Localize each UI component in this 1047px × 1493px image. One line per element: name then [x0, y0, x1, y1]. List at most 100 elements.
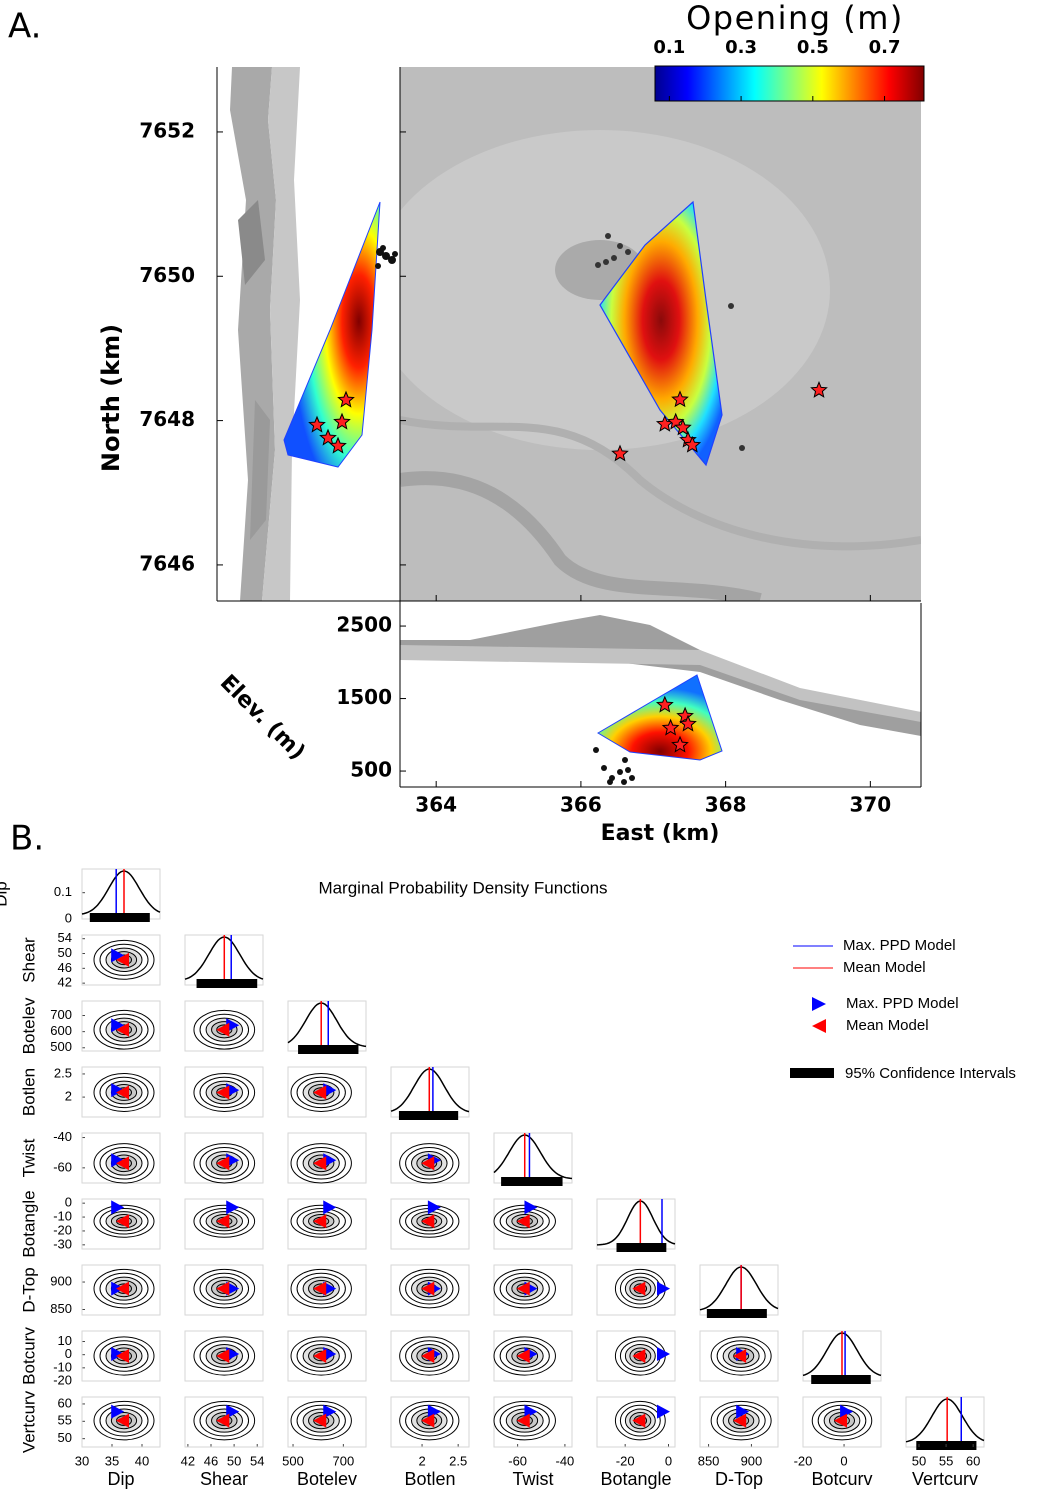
- cell-frame: [287, 1198, 367, 1250]
- cell-frame: [287, 1000, 367, 1052]
- x-tick-label: -20: [616, 1453, 635, 1468]
- max-ppd-marker: [736, 1404, 750, 1419]
- mean-marker: [216, 1085, 230, 1100]
- mean-marker: [313, 1281, 327, 1296]
- event-star: [671, 735, 689, 753]
- mean-marker: [216, 1156, 230, 1171]
- mean-marker: [516, 1349, 530, 1363]
- max-ppd-marker: [226, 1083, 240, 1098]
- legend-label: Max. PPD Model: [843, 937, 956, 954]
- contour: [296, 1147, 346, 1180]
- x-tick-label: 500: [282, 1453, 304, 1468]
- ci-bar: [89, 913, 150, 922]
- max-ppd-marker: [427, 1404, 441, 1419]
- y-tick-label: -20: [53, 1372, 72, 1387]
- max-ppd-marker: [111, 1200, 125, 1215]
- y-tick-label: 7650: [139, 263, 195, 287]
- cell-frame: [287, 1396, 367, 1448]
- contour: [193, 1336, 256, 1376]
- mean-marker: [516, 1281, 530, 1296]
- contour: [296, 1207, 346, 1235]
- legend-label: Mean Model: [843, 959, 926, 976]
- cell-frame: [81, 1264, 161, 1316]
- max-ppd-marker: [226, 1018, 240, 1033]
- column-label: D-Top: [715, 1469, 763, 1489]
- x-tick-label: -60: [508, 1453, 527, 1468]
- column-label: Vertcurv: [912, 1469, 978, 1489]
- mean-marker: [733, 1413, 747, 1428]
- event-star: [655, 695, 674, 713]
- x-tick-label: 366: [560, 793, 602, 817]
- mean-marker: [313, 1349, 327, 1363]
- contour: [405, 1147, 454, 1180]
- cell-frame: [184, 1396, 264, 1448]
- events-section: [655, 695, 697, 753]
- event-star: [661, 718, 680, 736]
- legend-label: 95% Confidence Intervals: [845, 1065, 1016, 1082]
- legend-bar: [790, 1068, 834, 1078]
- panel-label: B.: [10, 819, 44, 859]
- elev-tick-label: 2500: [336, 613, 392, 637]
- contour: [199, 1340, 250, 1372]
- x-tick-label: 60: [966, 1453, 980, 1468]
- max-ppd-marker: [657, 1281, 670, 1296]
- panel-title: Marginal Probability Density Functions: [318, 878, 607, 897]
- max-ppd-marker: [111, 1018, 125, 1033]
- pdf-curve: [596, 1200, 676, 1246]
- contour: [199, 1013, 250, 1046]
- x-tick-label: 46: [204, 1453, 218, 1468]
- contour: [493, 1400, 556, 1441]
- cell-frame: [596, 1264, 676, 1316]
- mean-marker: [632, 1413, 646, 1428]
- max-ppd-marker: [111, 1404, 125, 1419]
- column-label: Twist: [512, 1469, 553, 1489]
- x-tick-label: 370: [849, 793, 891, 817]
- contour: [99, 1207, 149, 1235]
- seismicity-side: [375, 245, 398, 269]
- contour: [99, 1272, 149, 1305]
- cell-frame: [596, 1198, 676, 1250]
- contour: [193, 1009, 256, 1050]
- y-tick-label: 7652: [139, 118, 195, 142]
- column-label: Botcurv: [811, 1469, 872, 1489]
- max-ppd-marker: [524, 1200, 538, 1215]
- y-axis-title: North (km): [97, 324, 125, 472]
- pdf-curve: [287, 1002, 367, 1048]
- contour: [193, 1400, 256, 1441]
- column-label: Botlen: [404, 1469, 455, 1489]
- cell-frame: [390, 1198, 470, 1250]
- cell-frame: [699, 1396, 779, 1448]
- x-tick-label: 55: [939, 1453, 953, 1468]
- contour: [99, 1147, 149, 1180]
- colorbar-tick-label: 0.7: [869, 37, 901, 58]
- elev-tick-label: 500: [350, 758, 392, 782]
- mean-marker: [313, 1085, 327, 1100]
- mean-marker: [632, 1349, 646, 1363]
- y-tick-label: 46: [58, 960, 72, 975]
- max-ppd-marker: [226, 1347, 240, 1362]
- x-tick-label: 0: [665, 1453, 672, 1468]
- y-tick-label: 600: [50, 1023, 72, 1038]
- contour: [93, 1336, 155, 1376]
- contour: [493, 1268, 556, 1309]
- max-ppd-marker: [840, 1404, 854, 1419]
- contour: [99, 943, 149, 976]
- max-ppd-marker: [323, 1200, 337, 1215]
- y-tick-label: 7646: [139, 551, 195, 575]
- cell-frame: [81, 1396, 161, 1448]
- y-tick-label: -10: [53, 1208, 72, 1223]
- contour: [817, 1404, 867, 1437]
- cell-frame: [390, 1264, 470, 1316]
- y-tick-label: 0.1: [54, 884, 72, 899]
- cell-frame: [596, 1396, 676, 1448]
- pdf-curve: [493, 1134, 573, 1180]
- contour: [99, 1404, 149, 1437]
- x-tick-label: 368: [705, 793, 747, 817]
- event-star-side: [308, 415, 326, 433]
- max-ppd-marker: [111, 948, 125, 963]
- x-tick-label: 700: [333, 1453, 355, 1468]
- mean-marker: [116, 1349, 129, 1363]
- y-tick-label: 42: [58, 975, 72, 990]
